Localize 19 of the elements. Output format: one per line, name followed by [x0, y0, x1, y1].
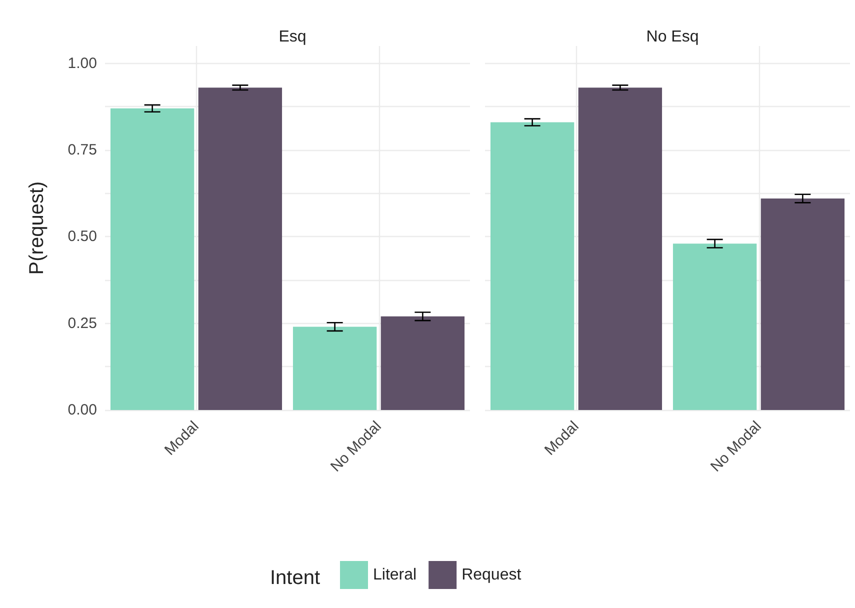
- bar: [490, 122, 574, 410]
- bar: [760, 198, 845, 410]
- y-tick-label: 0.25: [68, 314, 97, 332]
- bar: [110, 108, 194, 410]
- legend-label: Request: [462, 566, 522, 584]
- bar: [672, 244, 757, 410]
- bar: [198, 88, 282, 410]
- y-tick-label: 0.00: [68, 402, 97, 418]
- chart-title: No Esq: [646, 28, 699, 46]
- chart-title: Esq: [278, 28, 306, 46]
- y-axis-title: P(request): [26, 181, 48, 275]
- bar: [292, 326, 377, 410]
- bar: [380, 316, 465, 410]
- y-tick-label: 0.50: [68, 228, 97, 246]
- legend-title: Intent: [270, 567, 320, 589]
- y-tick-label: 1.00: [68, 54, 97, 72]
- legend-label: Literal: [373, 566, 417, 584]
- y-tick-label: 0.75: [68, 142, 97, 158]
- bar: [578, 88, 662, 410]
